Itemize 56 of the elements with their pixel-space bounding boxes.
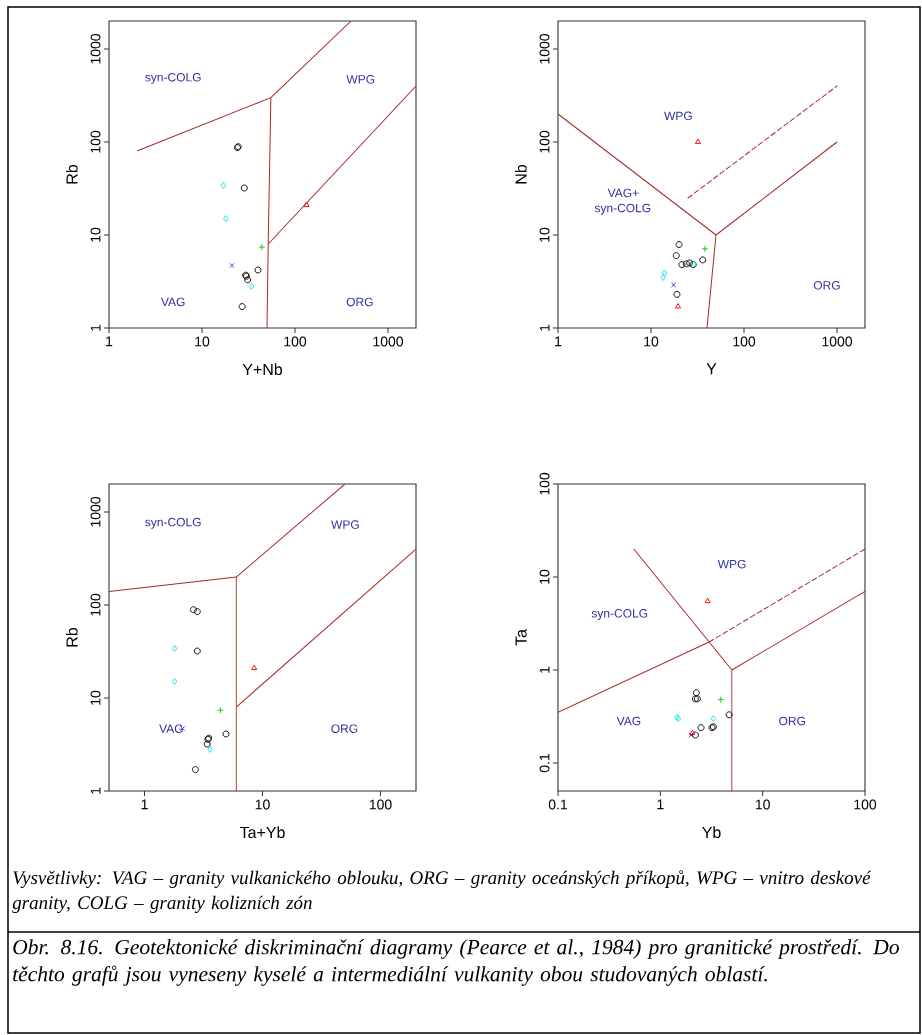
x-axis-title: Y (706, 363, 717, 375)
x-tick-label: 1 (555, 336, 562, 347)
annotation: ORG (813, 281, 840, 290)
y-tick-label: 1 (90, 324, 101, 331)
y-axis-title: Rb (65, 164, 78, 184)
y-tick-label: 1 (90, 787, 101, 794)
y-tick-label: 1000 (90, 496, 101, 527)
annotation: WPG (346, 75, 375, 84)
y-tick-label: 10 (90, 690, 101, 705)
x-tick-label: 10 (255, 799, 270, 810)
x-tick-label: 1000 (373, 336, 404, 347)
x-tick-label: 10 (755, 799, 770, 810)
y-tick-label: 100 (90, 130, 101, 153)
x-tick-label: 0.1 (548, 799, 568, 810)
x-axis-title: Yb (702, 826, 721, 839)
annotation: syn-COLG (145, 517, 201, 529)
annotation: syn-COLG (591, 609, 648, 620)
x-tick-label: 1 (106, 336, 113, 347)
x-tick-label: 100 (733, 336, 756, 347)
x-tick-label: 1 (141, 799, 148, 810)
y-tick-label: 10 (90, 227, 101, 242)
y-tick-label: 100 (539, 472, 550, 495)
x-tick-label: 10 (644, 336, 659, 347)
annotation: WPG (664, 111, 692, 121)
y-tick-label: 100 (90, 593, 101, 616)
y-tick-label: 10 (539, 227, 550, 242)
text: Obr. 8.16. Geotektonické diskriminační diagramy (Pearce et al., 1984) pro granitické prostředí. Do těchto grafů jsou vyneseny kyselé a intermediální vulkanity obou studovaných oblastí. (13, 939, 899, 986)
text: Vysvětlivky: VAG – granity vulkanického oblouku, ORG – granity oceánských příkopů, WPG – vnitro deskové granity, COLG – granity kolizních zón (12, 870, 872, 914)
x-tick-label: 100 (369, 799, 392, 810)
x-tick-label: 1000 (822, 336, 853, 347)
annotation: VAG (616, 716, 641, 726)
y-tick-label: 1 (539, 666, 550, 673)
y-tick-label: 10 (539, 569, 550, 584)
annotation: syn-COLG (145, 72, 201, 84)
x-tick-label: 10 (195, 336, 210, 347)
x-tick-label: 100 (854, 799, 877, 810)
y-tick-label: 100 (539, 130, 550, 153)
annotation: VAG (160, 297, 185, 307)
annotation: VAG+ (607, 188, 639, 198)
y-axis-title: Rb (65, 627, 78, 647)
y-tick-label: 0.1 (539, 753, 550, 773)
annotation: ORG (346, 297, 373, 307)
x-tick-label: 1 (657, 799, 664, 810)
y-axis-title: Ta (515, 629, 527, 646)
y-tick-label: 1000 (90, 33, 101, 64)
x-tick-label: 100 (284, 336, 307, 347)
x-axis-title: Y+Nb (242, 363, 283, 376)
annotation: syn-COLG (594, 203, 651, 215)
annotation: WPG (331, 520, 359, 529)
y-axis-title: Nb (514, 164, 527, 184)
x-axis-title: Ta+Yb (239, 826, 285, 839)
annotation: ORG (779, 716, 806, 726)
annotation: WPG (717, 559, 746, 569)
y-tick-label: 1000 (539, 33, 550, 64)
annotation: ORG (331, 724, 358, 733)
y-tick-label: 1 (539, 324, 550, 331)
